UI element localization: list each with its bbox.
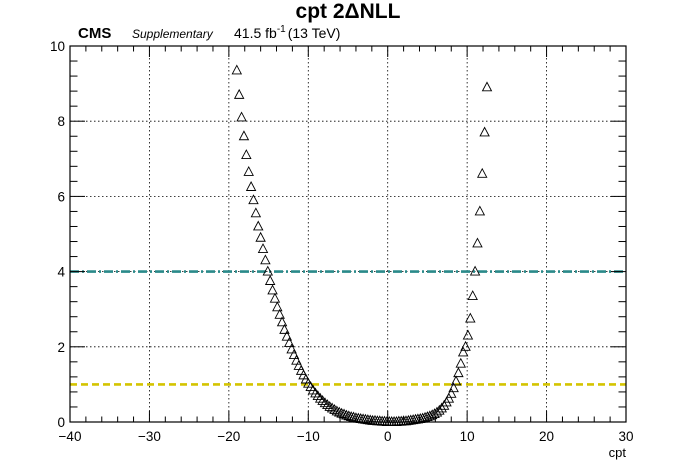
- data-point: [424, 410, 436, 421]
- data-point: [236, 111, 247, 122]
- data-point: [267, 284, 278, 295]
- x-tick-label: 20: [539, 429, 554, 444]
- x-tick-label: 30: [618, 429, 633, 444]
- y-tick-label: 2: [57, 340, 65, 355]
- data-point: [248, 194, 259, 205]
- data-point: [341, 409, 352, 420]
- data-point: [336, 407, 347, 418]
- energy-label: (13 TeV): [288, 25, 341, 41]
- data-point: [286, 343, 297, 354]
- data-point: [238, 130, 250, 141]
- data-point: [255, 231, 266, 242]
- y-tick-label: 6: [57, 189, 65, 204]
- data-point: [422, 411, 433, 422]
- data-point: [472, 237, 483, 248]
- data-point: [314, 392, 326, 403]
- axis-ticks: [69, 45, 627, 423]
- data-point: [326, 402, 338, 413]
- data-point: [283, 337, 295, 347]
- tick-labels: −40 −30 −20 −10 0 10 20 30 0 2 4 6 8 10: [50, 39, 634, 444]
- data-point: [429, 408, 440, 419]
- data-point: [279, 323, 290, 334]
- y-tick-label: 8: [57, 114, 65, 129]
- data-point: [334, 406, 345, 417]
- data-point: [476, 167, 488, 178]
- data-point: [322, 399, 333, 410]
- data-point: [291, 354, 302, 365]
- data-point: [343, 410, 355, 421]
- data-point: [469, 265, 481, 276]
- x-axis-label: cpt: [609, 445, 627, 460]
- data-point: [310, 387, 321, 398]
- y-tick-label: 4: [57, 265, 65, 280]
- data-point: [307, 384, 319, 395]
- grid: [70, 46, 626, 422]
- data-point: [434, 404, 445, 415]
- data-point: [479, 126, 490, 137]
- x-tick-label: −30: [138, 429, 161, 444]
- y-tick-label: 0: [57, 415, 65, 430]
- data-point: [317, 394, 328, 405]
- data-point: [324, 400, 335, 411]
- data-point: [276, 316, 288, 327]
- lumi-label: 41.5 fb-1 (13 TeV): [234, 24, 340, 41]
- reference-lines: [70, 270, 626, 386]
- chart-title: cpt 2ΔNLL: [296, 0, 401, 23]
- data-point: [438, 399, 450, 410]
- data-point: [231, 64, 243, 75]
- data-point: [457, 346, 469, 357]
- data-point: [462, 329, 474, 340]
- data-point: [453, 367, 464, 378]
- x-tick-label: 0: [384, 429, 392, 444]
- y-tick-label: 10: [50, 39, 65, 54]
- data-point: [331, 405, 343, 416]
- x-tick-label: −40: [59, 429, 82, 444]
- lumi-exponent: -1: [277, 24, 286, 35]
- data-point: [436, 402, 447, 413]
- data-point: [260, 254, 271, 265]
- status-label: Supplementary: [132, 27, 214, 41]
- data-point: [467, 290, 478, 300]
- data-point: [233, 88, 245, 99]
- data-point: [252, 220, 264, 231]
- data-point: [241, 149, 252, 159]
- data-point: [272, 301, 283, 312]
- data-point: [295, 364, 307, 375]
- data-point: [281, 330, 293, 341]
- data-point: [465, 312, 476, 323]
- x-tick-label: 10: [460, 429, 475, 444]
- data-point: [288, 349, 300, 360]
- data-point: [257, 243, 269, 253]
- data-point: [312, 390, 324, 401]
- data-point: [250, 207, 262, 218]
- data-point: [269, 292, 281, 303]
- data-point: [455, 357, 467, 368]
- data-point: [450, 375, 462, 386]
- data-markers: [231, 64, 493, 426]
- data-point: [329, 404, 340, 414]
- experiment-label: CMS: [78, 25, 111, 42]
- x-tick-label: −20: [217, 429, 240, 444]
- data-point: [481, 81, 493, 92]
- data-point: [274, 308, 285, 319]
- data-point: [262, 265, 274, 276]
- data-point: [319, 397, 331, 408]
- data-point: [443, 392, 455, 403]
- data-point: [474, 205, 486, 216]
- data-point: [264, 275, 276, 285]
- data-point: [419, 411, 431, 422]
- data-point: [446, 387, 457, 398]
- x-tick-label: −10: [297, 429, 320, 444]
- data-point: [243, 165, 254, 176]
- data-point: [448, 382, 459, 393]
- data-point: [460, 340, 471, 351]
- lumi-value: 41.5 fb: [234, 25, 277, 41]
- data-point: [338, 408, 350, 419]
- plot-frame: [69, 45, 627, 423]
- data-point: [245, 181, 257, 191]
